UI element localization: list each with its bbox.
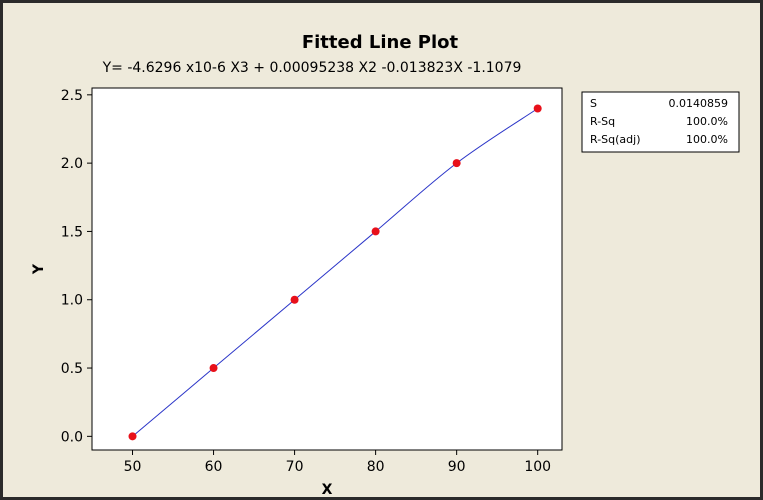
data-point [209, 364, 218, 373]
y-tick-label: 1.5 [61, 224, 83, 240]
stat-label: R-Sq(adj) [590, 133, 641, 146]
stat-value: 100.0% [686, 133, 728, 146]
y-tick-label: 2.5 [61, 88, 83, 104]
stats-box-border [581, 91, 740, 153]
data-point [371, 227, 380, 236]
y-axis: 0.0 0.5 1.0 1.5 2.0 2.5 [61, 88, 92, 445]
x-tick-label: 50 [124, 459, 142, 475]
data-points [128, 104, 542, 441]
stat-value: 0.0140859 [669, 97, 729, 110]
y-tick-label: 0.0 [61, 429, 83, 445]
data-point [290, 295, 299, 304]
y-tick-label: 1.0 [61, 293, 83, 309]
plot-area [91, 87, 563, 451]
y-tick-label: 0.5 [61, 361, 83, 377]
stat-value: 100.0% [686, 115, 728, 128]
x-tick-label: 60 [205, 459, 223, 475]
stat-label: R-Sq [590, 115, 615, 128]
fit-equation: Y= -4.6296 x10-6 X3 + 0.00095238 X2 -0.0… [102, 60, 522, 76]
y-axis-label: Y [31, 263, 47, 275]
x-axis-label: X [322, 482, 333, 498]
y-tick-label: 2.0 [61, 156, 83, 172]
data-point [128, 432, 137, 441]
x-axis: 50 60 70 80 90 100 [124, 450, 551, 475]
data-point [533, 104, 542, 113]
x-tick-label: 90 [448, 459, 466, 475]
x-tick-label: 70 [286, 459, 304, 475]
chart-title: Fitted Line Plot [302, 32, 459, 53]
stat-label: S [590, 97, 597, 110]
stats-box: S 0.0140859 R-Sq 100.0% R-Sq(adj) 100.0% [581, 91, 740, 153]
data-point [452, 159, 461, 168]
x-tick-label: 100 [524, 459, 551, 475]
x-tick-label: 80 [367, 459, 385, 475]
